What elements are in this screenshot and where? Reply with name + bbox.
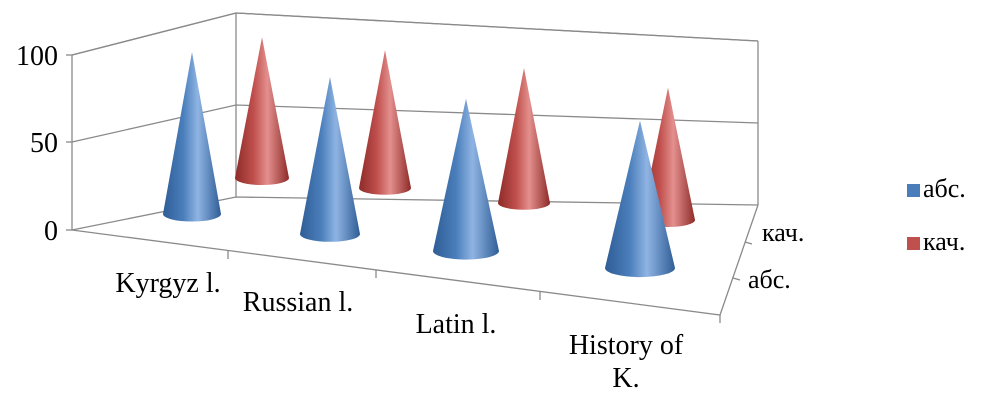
category-label: Latin l. [416,309,497,340]
cone-kach-2 [359,50,411,195]
category-label: Russian l. [243,287,353,318]
y-tick-label: 0 [44,216,58,247]
legend-label: кач. [923,227,965,256]
gridline-50 [71,104,759,143]
cone-abs-2 [300,76,360,242]
legend-swatch [907,237,920,250]
depth-axis-labels: кач. абс. [748,218,804,294]
y-tick-label: 100 [16,41,58,72]
cone-kach-3 [498,67,550,210]
depth-label: абс. [748,265,791,294]
y-tick-label: 50 [30,128,58,159]
gridline-100 [71,12,759,56]
cone-kach-1 [235,37,289,186]
cone-abs-4 [605,120,675,278]
cone-abs-1 [163,52,221,222]
category-label: K. [612,363,639,394]
legend-label: абс. [923,174,966,203]
cone-abs-3 [433,98,499,260]
x-axis-labels: Kyrgyz l. Russian l. Latin l. History of… [115,268,683,394]
category-label: Kyrgyz l. [115,268,220,299]
chart-frame [66,12,759,323]
y-axis-labels: 100 50 0 [16,41,58,247]
legend-swatch [907,184,920,197]
depth-label: кач. [762,218,804,247]
series-abs-cones [163,52,675,278]
legend: абс. кач. [907,174,966,256]
category-label: History of [569,330,684,361]
